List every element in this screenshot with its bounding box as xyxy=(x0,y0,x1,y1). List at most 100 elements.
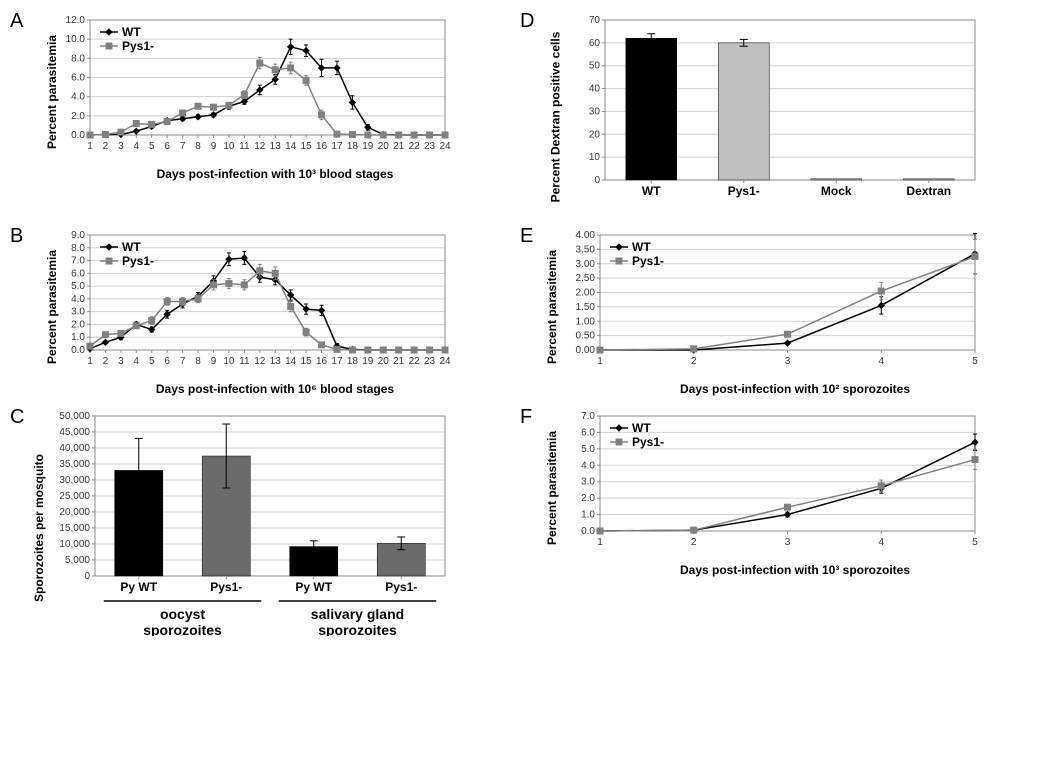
svg-text:30,000: 30,000 xyxy=(59,475,90,486)
svg-text:50,000: 50,000 xyxy=(59,411,90,422)
svg-text:Mock: Mock xyxy=(821,184,852,198)
svg-text:3.0: 3.0 xyxy=(581,477,595,488)
svg-text:40,000: 40,000 xyxy=(59,443,90,454)
svg-text:Pys1-: Pys1- xyxy=(122,39,154,53)
svg-text:5.0: 5.0 xyxy=(581,444,595,455)
svg-text:15,000: 15,000 xyxy=(59,523,90,534)
svg-text:Pys1-: Pys1- xyxy=(728,184,760,198)
svg-text:1.0: 1.0 xyxy=(581,510,595,521)
svg-text:10: 10 xyxy=(589,152,601,163)
svg-text:19: 19 xyxy=(362,356,374,367)
panel-b-chart: 0.01.02.03.04.05.06.07.08.09.01234567891… xyxy=(40,225,460,375)
svg-text:16: 16 xyxy=(316,356,328,367)
svg-text:1.00: 1.00 xyxy=(576,316,596,327)
svg-text:15: 15 xyxy=(301,141,313,152)
svg-text:1: 1 xyxy=(597,537,603,548)
svg-text:3: 3 xyxy=(118,356,124,367)
panel-e: E Percent parasitemia 0.000.501.001.502.… xyxy=(520,225,1040,396)
svg-text:10.0: 10.0 xyxy=(66,34,86,45)
svg-text:3: 3 xyxy=(118,141,124,152)
svg-text:WT: WT xyxy=(632,421,651,435)
svg-text:23: 23 xyxy=(424,356,436,367)
svg-text:Py WT: Py WT xyxy=(120,580,157,594)
svg-text:oocyst: oocyst xyxy=(160,606,205,622)
panel-c-label: C xyxy=(10,406,24,429)
svg-text:WT: WT xyxy=(122,240,141,254)
svg-text:0: 0 xyxy=(594,175,600,186)
svg-text:1: 1 xyxy=(597,356,603,367)
panel-c-ytitle: Sporozoites per mosquito xyxy=(32,454,46,602)
svg-text:22: 22 xyxy=(409,141,421,152)
panel-d-ytitle: Percent Dextran positive cells xyxy=(548,32,562,203)
svg-text:2.0: 2.0 xyxy=(71,319,85,330)
svg-text:6.0: 6.0 xyxy=(71,73,85,84)
svg-text:9: 9 xyxy=(211,356,217,367)
svg-text:2: 2 xyxy=(691,537,697,548)
svg-text:3: 3 xyxy=(785,356,791,367)
panel-d-label: D xyxy=(520,10,534,33)
svg-text:24: 24 xyxy=(439,141,451,152)
panel-d: D Percent Dextran positive cells 0102030… xyxy=(520,10,1040,215)
svg-text:1.50: 1.50 xyxy=(576,302,596,313)
svg-text:60: 60 xyxy=(589,38,601,49)
svg-text:10: 10 xyxy=(223,141,235,152)
svg-text:2: 2 xyxy=(691,356,697,367)
panel-a: A Percent parasitemia 0.02.04.06.08.010.… xyxy=(10,10,510,215)
svg-text:9: 9 xyxy=(211,141,217,152)
svg-text:12: 12 xyxy=(254,141,266,152)
svg-text:25,000: 25,000 xyxy=(59,491,90,502)
svg-text:14: 14 xyxy=(285,356,297,367)
svg-text:18: 18 xyxy=(347,141,359,152)
panel-a-xtitle: Days post-infection with 10³ blood stage… xyxy=(40,167,510,181)
svg-text:22: 22 xyxy=(409,356,421,367)
svg-text:WT: WT xyxy=(122,25,141,39)
svg-text:Pys1-: Pys1- xyxy=(385,580,417,594)
svg-text:Pys1-: Pys1- xyxy=(122,254,154,268)
svg-text:5,000: 5,000 xyxy=(65,555,90,566)
svg-text:70: 70 xyxy=(589,15,601,26)
svg-text:Dextran: Dextran xyxy=(906,184,951,198)
svg-text:1.0: 1.0 xyxy=(71,332,85,343)
svg-text:8.0: 8.0 xyxy=(71,53,85,64)
svg-text:21: 21 xyxy=(393,141,405,152)
svg-text:14: 14 xyxy=(285,141,297,152)
figure-grid: A Percent parasitemia 0.02.04.06.08.010.… xyxy=(10,10,1040,641)
svg-text:6: 6 xyxy=(164,356,170,367)
svg-text:4: 4 xyxy=(878,537,884,548)
svg-text:21: 21 xyxy=(393,356,405,367)
svg-text:20: 20 xyxy=(378,356,390,367)
svg-text:sporozoites: sporozoites xyxy=(318,622,397,636)
svg-text:0.00: 0.00 xyxy=(576,345,596,356)
svg-text:WT: WT xyxy=(632,240,651,254)
svg-text:4.0: 4.0 xyxy=(71,92,85,103)
svg-text:50: 50 xyxy=(589,61,601,72)
svg-text:8.0: 8.0 xyxy=(71,243,85,254)
svg-text:6.0: 6.0 xyxy=(581,427,595,438)
svg-text:Py WT: Py WT xyxy=(295,580,332,594)
svg-text:15: 15 xyxy=(301,356,313,367)
svg-text:20,000: 20,000 xyxy=(59,507,90,518)
panel-d-chart: 010203040506070WTPys1-MockDextran xyxy=(550,10,990,210)
svg-text:45,000: 45,000 xyxy=(59,427,90,438)
svg-text:20: 20 xyxy=(589,129,601,140)
svg-text:2.0: 2.0 xyxy=(581,493,595,504)
svg-text:0.0: 0.0 xyxy=(71,345,85,356)
svg-text:Pys1-: Pys1- xyxy=(632,254,664,268)
panel-c: C Sporozoites per mosquito 05,00010,0001… xyxy=(10,406,510,641)
svg-text:6: 6 xyxy=(164,141,170,152)
svg-text:5.0: 5.0 xyxy=(71,281,85,292)
panel-b-ytitle: Percent parasitemia xyxy=(45,250,59,364)
panel-e-ytitle: Percent parasitemia xyxy=(545,250,559,364)
panel-a-ytitle: Percent parasitemia xyxy=(45,35,59,149)
svg-text:7: 7 xyxy=(180,356,186,367)
svg-text:4.0: 4.0 xyxy=(71,294,85,305)
svg-text:4: 4 xyxy=(134,141,140,152)
panel-b: B Percent parasitemia 0.01.02.03.04.05.0… xyxy=(10,225,510,396)
panel-e-xtitle: Days post-infection with 10² sporozoites xyxy=(550,382,1040,396)
svg-text:19: 19 xyxy=(362,141,374,152)
svg-text:3.50: 3.50 xyxy=(576,244,596,255)
svg-text:sporozoites: sporozoites xyxy=(143,622,222,636)
svg-text:5: 5 xyxy=(972,537,978,548)
svg-text:2.0: 2.0 xyxy=(71,111,85,122)
svg-text:17: 17 xyxy=(331,356,343,367)
